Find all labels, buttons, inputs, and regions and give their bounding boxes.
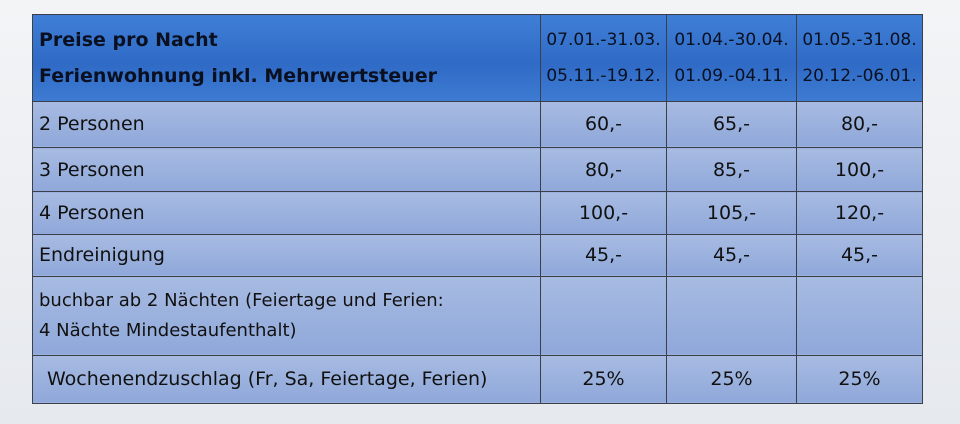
period-column-1: 07.01.-31.03. 05.11.-19.12. <box>540 14 667 102</box>
price-cell: 120,- <box>796 191 923 235</box>
period-2-line-2: 01.09.-04.11. <box>674 65 789 86</box>
period-1-line-2: 05.11.-19.12. <box>546 65 661 86</box>
period-2-line-1: 01.04.-30.04. <box>674 29 789 50</box>
period-3-line-1: 01.05.-31.08. <box>802 29 917 50</box>
table-row: 3 Personen 80,- 85,- 100,- <box>32 146 923 193</box>
table-row: 2 Personen 60,- 65,- 80,- <box>32 100 923 149</box>
row-label: 3 Personen <box>32 146 541 193</box>
row-label: 4 Personen <box>32 191 541 235</box>
period-column-3: 01.05.-31.08. 20.12.-06.01. <box>796 14 923 102</box>
price-cell: 45,- <box>666 233 797 277</box>
surcharge-cell: 25% <box>666 354 797 405</box>
period-column-2: 01.04.-30.04. 01.09.-04.11. <box>666 14 797 102</box>
price-cell: 45,- <box>540 233 667 277</box>
price-table: Preise pro Nacht Ferienwohnung inkl. Meh… <box>32 14 923 405</box>
price-cell: 100,- <box>796 146 923 193</box>
booking-note-line-2: 4 Nächte Mindestaufenthalt) <box>39 319 297 341</box>
price-cell: 80,- <box>796 100 923 149</box>
booking-note: buchbar ab 2 Nächten (Feiertage und Feri… <box>32 275 541 356</box>
row-label: Endreinigung <box>32 233 541 277</box>
surcharge-cell: 25% <box>796 354 923 405</box>
price-cell: 105,- <box>666 191 797 235</box>
surcharge-cell: 25% <box>540 354 667 405</box>
price-cell: 60,- <box>540 100 667 149</box>
empty-cell <box>540 275 667 356</box>
table-row: 4 Personen 100,- 105,- 120,- <box>32 191 923 235</box>
row-label: Wochenendzuschlag (Fr, Sa, Feiertage, Fe… <box>32 354 541 405</box>
table-header-row: Preise pro Nacht Ferienwohnung inkl. Meh… <box>32 14 923 102</box>
table-row: Endreinigung 45,- 45,- 45,- <box>32 233 923 277</box>
price-cell: 65,- <box>666 100 797 149</box>
table-row: Wochenendzuschlag (Fr, Sa, Feiertage, Fe… <box>32 354 923 405</box>
price-cell: 100,- <box>540 191 667 235</box>
period-3-line-2: 20.12.-06.01. <box>802 65 917 86</box>
title-line-1: Preise pro Nacht <box>39 28 218 51</box>
row-label: 2 Personen <box>32 100 541 149</box>
table-row: buchbar ab 2 Nächten (Feiertage und Feri… <box>32 275 923 356</box>
price-cell: 85,- <box>666 146 797 193</box>
empty-cell <box>796 275 923 356</box>
period-1-line-1: 07.01.-31.03. <box>546 29 661 50</box>
empty-cell <box>666 275 797 356</box>
table-title: Preise pro Nacht Ferienwohnung inkl. Meh… <box>32 14 541 102</box>
title-line-2: Ferienwohnung inkl. Mehrwertsteuer <box>39 64 437 87</box>
price-cell: 80,- <box>540 146 667 193</box>
price-cell: 45,- <box>796 233 923 277</box>
booking-note-line-1: buchbar ab 2 Nächten (Feiertage und Feri… <box>39 289 444 311</box>
